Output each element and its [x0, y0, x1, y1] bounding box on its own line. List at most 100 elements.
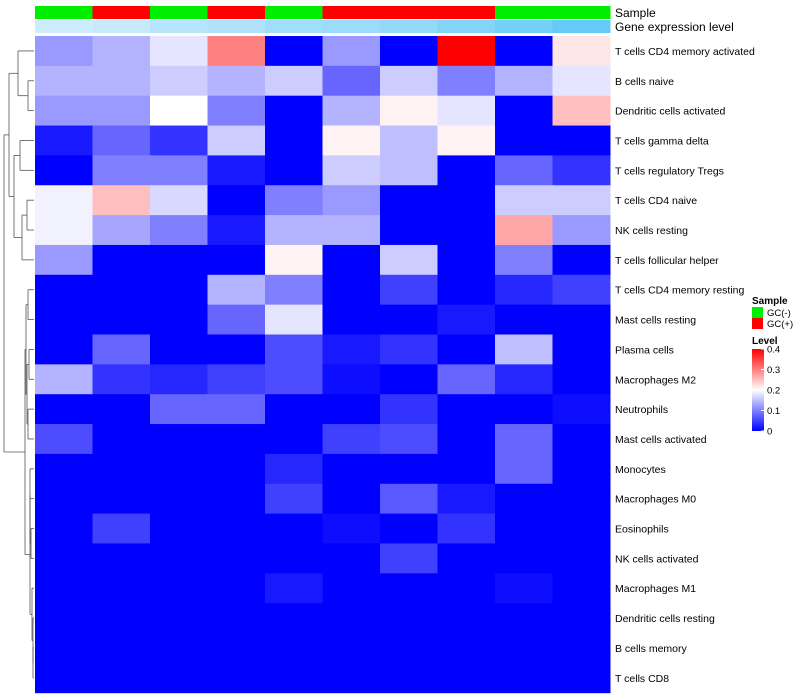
heatmap-cell	[322, 36, 381, 67]
annotation-label: Sample	[615, 6, 656, 20]
legend-level-tick-label: 0.4	[767, 345, 780, 356]
heatmap-cell	[92, 633, 151, 664]
heatmap-cell	[437, 274, 496, 306]
heatmap-cell	[35, 274, 93, 306]
heatmap-cell	[495, 483, 553, 515]
heatmap-cell	[150, 36, 208, 67]
heatmap-cell	[552, 453, 611, 485]
heatmap-cell	[552, 424, 611, 455]
heatmap-cell	[150, 453, 208, 485]
heatmap-cell	[552, 274, 611, 306]
heatmap-cell	[265, 364, 323, 395]
legend-level-tick-label: 0.2	[767, 386, 780, 397]
heatmap-cell	[207, 573, 266, 604]
row-label: Plasma cells	[615, 344, 674, 356]
heatmap-cell	[265, 513, 323, 544]
heatmap-cell	[150, 244, 208, 276]
row-label: T cells regulatory Tregs	[615, 165, 724, 177]
heatmap-cell	[552, 215, 611, 246]
heatmap-cell	[322, 304, 381, 335]
row-label: T cells follicular helper	[615, 255, 719, 267]
heatmap-cell	[322, 394, 381, 425]
heatmap-cell	[495, 36, 553, 67]
heatmap-cell	[150, 633, 208, 664]
heatmap-cell	[552, 662, 611, 694]
heatmap-cell	[35, 483, 93, 515]
heatmap-cell	[150, 125, 208, 156]
heatmap-cell	[495, 155, 553, 186]
heatmap-cell	[92, 394, 151, 425]
heatmap-cell	[35, 155, 93, 186]
heatmap-cell	[495, 125, 553, 156]
row-label: T cells CD8	[615, 673, 669, 685]
heatmap-cell	[380, 155, 438, 186]
heatmap-cell	[437, 424, 496, 455]
heatmap-cell	[380, 215, 438, 246]
heatmap-cell	[92, 36, 151, 67]
heatmap-cell	[437, 155, 496, 186]
legend-level-tick-label: 0.3	[767, 365, 780, 376]
heatmap-cell	[552, 633, 611, 664]
heatmap-cell	[207, 274, 266, 306]
heatmap-cell	[322, 483, 381, 515]
heatmap-cell	[322, 95, 381, 127]
heatmap-cell	[35, 215, 93, 246]
heatmap-cell	[207, 125, 266, 156]
heatmap-cell	[552, 334, 611, 365]
heatmap-cell	[322, 364, 381, 395]
heatmap-cell	[322, 424, 381, 455]
heatmap-cell	[92, 244, 151, 276]
heatmap-cell	[380, 633, 438, 664]
heatmap-cell	[207, 424, 266, 455]
heatmap-cell	[207, 244, 266, 276]
heatmap-cell	[437, 125, 496, 156]
heatmap-cell	[322, 662, 381, 694]
heatmap-cell	[265, 155, 323, 186]
heatmap-cell	[495, 95, 553, 127]
row-label: B cells memory	[615, 643, 688, 655]
heatmap-cell	[437, 364, 496, 395]
annotation-cell	[207, 20, 266, 33]
heatmap-cell	[150, 185, 208, 216]
heatmap-cell	[92, 95, 151, 127]
heatmap-cell	[322, 215, 381, 246]
heatmap-cell	[552, 364, 611, 395]
heatmap-cell	[92, 304, 151, 335]
heatmap-cell	[207, 453, 266, 485]
heatmap-cell	[552, 244, 611, 276]
heatmap-cell	[437, 334, 496, 365]
heatmap-cell	[380, 603, 438, 634]
annotation-cell	[552, 20, 611, 33]
heatmap-cell	[495, 513, 553, 544]
heatmap-cell	[92, 424, 151, 455]
heatmap-cell	[265, 65, 323, 97]
heatmap-cell	[92, 573, 151, 604]
annotation-cell	[35, 20, 93, 33]
heatmap-cell	[437, 304, 496, 335]
row-label: Mast cells resting	[615, 315, 696, 327]
row-label: Macrophages M0	[615, 494, 696, 506]
heatmap-cell	[437, 394, 496, 425]
heatmap-cell	[35, 513, 93, 544]
heatmap-cell	[150, 274, 208, 306]
row-label: Macrophages M2	[615, 374, 696, 386]
heatmap-cell	[150, 424, 208, 455]
heatmap-cell	[380, 95, 438, 127]
annotation-cell	[322, 20, 381, 33]
heatmap-cell	[150, 304, 208, 335]
heatmap-cell	[92, 662, 151, 694]
heatmap-cell	[207, 513, 266, 544]
heatmap-cell	[92, 334, 151, 365]
heatmap-cell	[322, 573, 381, 604]
heatmap-cell	[437, 573, 496, 604]
heatmap-cell	[380, 543, 438, 574]
heatmap-cell	[92, 65, 151, 97]
annotation-cell	[495, 6, 553, 19]
heatmap-cell	[380, 424, 438, 455]
heatmap-cell	[437, 185, 496, 216]
heatmap-cell	[322, 125, 381, 156]
heatmap-cell	[35, 125, 93, 156]
heatmap-cell	[35, 662, 93, 694]
heatmap-cell	[207, 662, 266, 694]
heatmap-cell	[92, 155, 151, 186]
